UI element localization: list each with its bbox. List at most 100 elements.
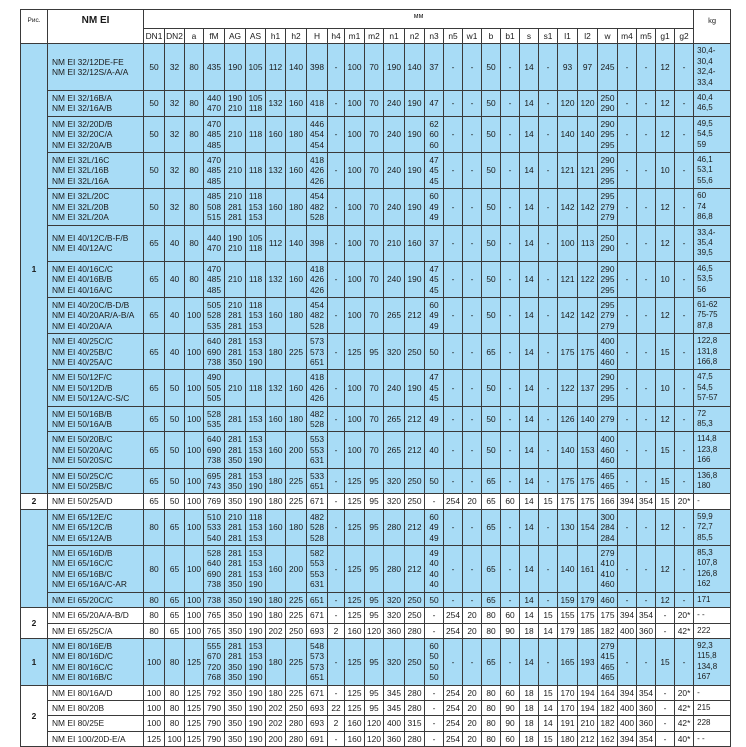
cell-m1: 100 [344,224,365,262]
cell-w1: 20 [462,622,482,639]
cell-l1: 126 [557,405,578,433]
cell-m5: - [636,90,656,117]
cell-w1: - [462,369,482,407]
cell-n3: 50 [424,333,444,371]
cell-a: 125 [184,684,204,701]
cell-dn1: 65 [143,493,165,510]
cell-g2: 20* [673,607,695,624]
cell-dn2: 50 [164,405,185,433]
cell-a: 100 [184,508,204,547]
cell-a: 100 [184,591,204,609]
cell-fm: 769 [203,493,225,510]
cell-h: 582 553 553 631 [306,545,328,593]
cell-w: 295 279 279 [597,188,618,226]
cell-l2: 175 [577,333,598,371]
cell-l1: 179 [557,622,578,639]
cell-w1: - [462,115,482,154]
cell-m2: 70 [364,431,384,469]
table-row: NM EI 80/25E 100 80 125 790 350 190 202 280 693 2 1… [21,715,732,732]
cell-m2: 70 [364,296,384,335]
cell-dn2: 40 [164,224,185,262]
cell-s: 18 [519,715,539,732]
cell-ag: 281 [224,405,246,433]
cell-l1: 191 [557,715,578,732]
cell-n1: 400 [383,715,405,732]
cell-b1: - [500,296,520,335]
cell-dn1: 80 [143,622,165,639]
cell-n3: 50 [424,467,444,495]
cell-s1: - [538,467,558,495]
column-header-m5: m5 [636,27,656,45]
cell-m4: 400 [617,622,637,639]
cell-n3: - [424,730,444,747]
cell-ag: 350 [224,715,246,732]
cell-as: 153 153 190 [245,333,266,371]
cell-w1: - [462,260,482,298]
cell-h2: 160 [285,369,307,407]
cell-h4: - [327,545,345,593]
cell-m1: 100 [344,115,365,154]
cell-b: 80 [481,699,501,717]
cell-n1: 320 [383,591,405,609]
cell-h: 671 [306,684,328,701]
model-names: NM EI 40/16C/C NM EI 40/16B/B NM EI 40/1… [47,260,144,298]
cell-n5: - [443,43,463,92]
cell-b: 50 [481,296,501,335]
cell-n2: 280 [404,684,425,701]
cell-h1: 132 [265,260,286,298]
cell-m2: 120 [364,622,384,639]
cell-w1: - [462,508,482,547]
figure-number [20,508,48,609]
cell-fm: 470 485 485 [203,260,225,298]
cell-h1: 180 [265,607,286,624]
cell-g2: - [673,224,695,262]
cell-fm: 765 [203,622,225,639]
cell-g2: - [673,43,695,92]
cell-h1: 160 [265,115,286,154]
cell-s1: - [538,369,558,407]
cell-as: 105 118 [245,90,266,117]
cell-n3: 47 45 45 [424,260,444,298]
cell-h: 533 651 [306,467,328,495]
cell-m4: 394 [617,684,637,701]
cell-l1: 121 [557,152,578,190]
cell-m1: 100 [344,296,365,335]
cell-h: 671 [306,493,328,510]
cell-b1: - [500,545,520,593]
column-header-m4: m4 [617,27,637,45]
cell-n1: 280 [383,545,405,593]
cell-s1: 15 [538,684,558,701]
cell-dn2: 50 [164,467,185,495]
cell-b1: - [500,405,520,433]
cell-b1: 90 [500,715,520,732]
column-header-n1: n1 [383,27,405,45]
cell-s1: - [538,152,558,190]
cell-dn2: 32 [164,188,185,226]
cell-h2: 225 [285,493,307,510]
cell-h2: 180 [285,296,307,335]
cell-h4: - [327,43,345,92]
cell-ag: 350 [224,684,246,701]
cell-m2: 95 [364,493,384,510]
table-row: 2 NM EI 65/20A/A-B/D 80 65 100 765 350 190 180 22… [20,607,732,639]
cell-m5: - [636,369,656,407]
cell-s: 14 [519,333,539,371]
cell-l2: 137 [577,369,598,407]
cell-n1: 345 [383,684,405,701]
cell-dn1: 65 [143,431,165,469]
cell-g2: - [673,90,695,117]
cell-kg: 61-62 75-75 87,8 [693,296,732,335]
model-names: NM EI 50/20B/C NM EI 50/20A/C NM EI 50/2… [47,431,144,469]
cell-b: 50 [481,431,501,469]
cell-g1: 15 [655,493,675,510]
cell-n2: 190 [404,369,425,407]
cell-w: 245 [597,43,618,92]
cell-h4: 2 [327,622,345,639]
cell-h1: 180 [265,591,286,609]
cell-l1: 100 [557,224,578,262]
cell-b1: - [500,591,520,609]
column-header-h: H [306,27,328,45]
cell-n1: 280 [383,508,405,547]
cell-a: 125 [184,715,204,732]
cell-dn2: 65 [164,607,185,624]
